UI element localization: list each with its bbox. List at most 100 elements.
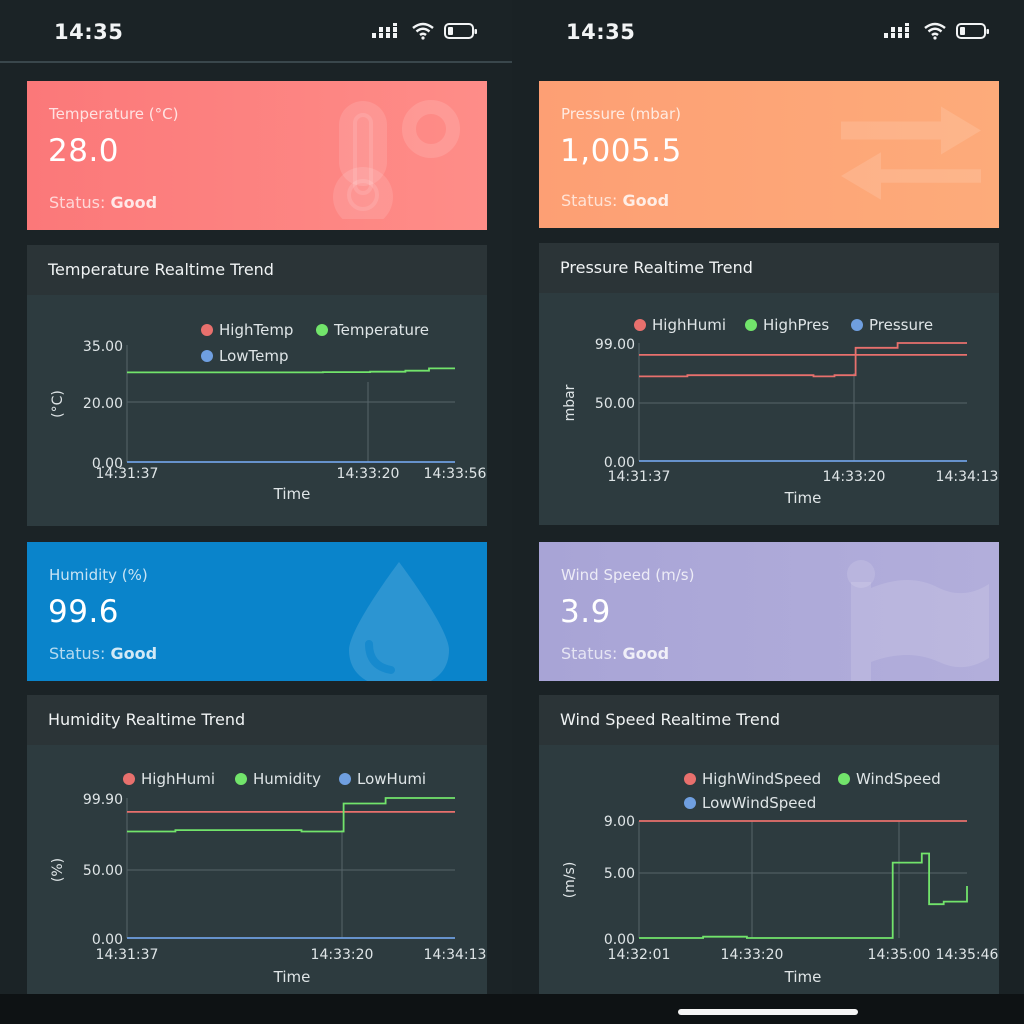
humidity-value: 99.6 bbox=[48, 594, 120, 630]
legend[interactable]: HighHumi Humidity LowHumi bbox=[123, 770, 426, 788]
series-line-windspeed bbox=[639, 852, 968, 939]
x-tick: 14:35:00 bbox=[868, 947, 931, 963]
x-axis-label: Time bbox=[784, 489, 822, 507]
legend-humidity: Humidity bbox=[253, 770, 321, 788]
legend-swatch-highhumi bbox=[123, 773, 135, 785]
pressure-trend-title: Pressure Realtime Trend bbox=[560, 258, 753, 277]
status-bar: 14:35 bbox=[512, 0, 1024, 62]
y-tick: 9.00 bbox=[604, 814, 635, 830]
wifi-icon bbox=[412, 22, 434, 40]
humidity-label: Humidity (%) bbox=[49, 566, 148, 584]
legend-lowwindspeed: LowWindSpeed bbox=[702, 794, 816, 812]
pressure-card[interactable]: Pressure (mbar) 1,005.5 Status: Good bbox=[539, 81, 999, 228]
legend-lowhumi: LowHumi bbox=[357, 770, 426, 788]
wind-speed-trend-title: Wind Speed Realtime Trend bbox=[560, 710, 781, 729]
pressure-plot-area bbox=[639, 342, 967, 462]
legend-swatch-highwindspeed bbox=[684, 773, 696, 785]
x-tick: 14:31:37 bbox=[96, 466, 159, 482]
wind-speed-trend-card: Wind Speed Realtime Trend HighWindSpeed … bbox=[539, 695, 999, 995]
temperature-trend-header: Temperature Realtime Trend bbox=[27, 245, 487, 295]
humidity-trend-title: Humidity Realtime Trend bbox=[48, 710, 246, 729]
legend-swatch-highhumi bbox=[634, 319, 646, 331]
legend-swatch-lowtemp bbox=[201, 350, 213, 362]
y-tick: 99.00 bbox=[595, 337, 635, 353]
legend-highpres: HighPres bbox=[763, 316, 829, 334]
header-divider bbox=[0, 61, 512, 63]
wind-speed-status: Status: Good bbox=[561, 644, 670, 663]
temperature-status: Status: Good bbox=[49, 193, 158, 212]
wind-speed-card[interactable]: Wind Speed (m/s) 3.9 Status: Good bbox=[539, 542, 999, 681]
humidity-trend-header: Humidity Realtime Trend bbox=[27, 695, 487, 745]
y-tick: 20.00 bbox=[83, 396, 123, 412]
humidity-status: Status: Good bbox=[49, 644, 158, 663]
battery-icon bbox=[444, 23, 477, 39]
legend-swatch-lowwindspeed bbox=[684, 797, 696, 809]
x-tick: 14:34:13 bbox=[424, 947, 487, 963]
pressure-trend-header: Pressure Realtime Trend bbox=[539, 243, 999, 293]
legend[interactable]: HighTemp Temperature LowTemp bbox=[201, 321, 429, 365]
wind-speed-trend-chart[interactable]: HighWindSpeed WindSpeed LowWindSpeed 9.0… bbox=[539, 745, 999, 995]
status-time: 14:35 bbox=[566, 20, 636, 44]
right-phone-screen: 14:35 Pressure (mbar bbox=[512, 0, 1024, 1024]
x-tick: 14:33:20 bbox=[337, 466, 400, 482]
pressure-trend-chart[interactable]: HighHumi HighPres Pressure 99.00 50.00 0… bbox=[539, 293, 999, 525]
humidity-plot-area bbox=[127, 797, 455, 939]
temperature-value: 28.0 bbox=[48, 133, 120, 169]
legend-swatch-temperature bbox=[316, 324, 328, 336]
x-tick: 14:33:20 bbox=[823, 469, 886, 485]
x-tick: 14:33:20 bbox=[721, 947, 784, 963]
humidity-trend-card: Humidity Realtime Trend HighHumi Humidit… bbox=[27, 695, 487, 995]
legend-pressure: Pressure bbox=[869, 316, 933, 334]
thermometer-icon bbox=[333, 100, 460, 219]
flag-icon bbox=[847, 560, 989, 681]
y-axis-label: (°C) bbox=[50, 390, 66, 418]
legend-highhumi: HighHumi bbox=[141, 770, 215, 788]
pressure-trend-card: Pressure Realtime Trend HighHumi HighPre… bbox=[539, 243, 999, 525]
legend-swatch-windspeed bbox=[838, 773, 850, 785]
y-tick: 99.90 bbox=[83, 792, 123, 808]
legend-swatch-hightemp bbox=[201, 324, 213, 336]
legend-swatch-lowhumi bbox=[339, 773, 351, 785]
y-tick: 5.00 bbox=[604, 866, 635, 882]
x-tick: 14:34:13 bbox=[936, 469, 999, 485]
y-tick: 0.00 bbox=[92, 456, 123, 472]
status-icons bbox=[372, 22, 478, 40]
battery-icon bbox=[956, 23, 989, 39]
x-tick: 14:33:20 bbox=[311, 947, 374, 963]
x-axis-label: Time bbox=[273, 968, 311, 986]
legend[interactable]: HighWindSpeed WindSpeed LowWindSpeed bbox=[684, 770, 941, 812]
y-axis-label: (%) bbox=[50, 858, 66, 882]
y-axis-label: (m/s) bbox=[562, 862, 578, 899]
pressure-label: Pressure (mbar) bbox=[561, 105, 682, 123]
home-indicator[interactable] bbox=[678, 1009, 858, 1015]
humidity-trend-chart[interactable]: HighHumi Humidity LowHumi 99.90 50.00 0.… bbox=[27, 745, 487, 995]
temperature-label: Temperature (°C) bbox=[49, 105, 179, 123]
series-line-temperature bbox=[127, 367, 455, 374]
legend-temperature: Temperature bbox=[333, 321, 429, 339]
x-tick: 14:35:46 bbox=[936, 947, 999, 963]
y-tick: 50.00 bbox=[595, 396, 635, 412]
legend[interactable]: HighHumi HighPres Pressure bbox=[634, 316, 933, 334]
y-tick: 0.00 bbox=[92, 932, 123, 948]
wind-speed-plot-area bbox=[639, 820, 968, 939]
y-tick: 0.00 bbox=[604, 932, 635, 948]
wifi-icon bbox=[924, 22, 946, 40]
x-axis-label: Time bbox=[784, 968, 822, 986]
series-line-humidity bbox=[127, 797, 455, 833]
temperature-trend-chart[interactable]: HighTemp Temperature LowTemp 35.00 20.00… bbox=[27, 295, 487, 526]
y-tick: 35.00 bbox=[83, 339, 123, 355]
pressure-value: 1,005.5 bbox=[560, 133, 682, 169]
legend-highhumi: HighHumi bbox=[652, 316, 726, 334]
legend-hightemp: HighTemp bbox=[219, 321, 293, 339]
x-axis-label: Time bbox=[273, 485, 311, 503]
series-line-highpres bbox=[639, 342, 967, 378]
x-tick: 14:31:37 bbox=[608, 469, 671, 485]
humidity-card[interactable]: Humidity (%) 99.6 Status: Good bbox=[27, 542, 487, 681]
bottom-strip bbox=[0, 994, 512, 1024]
x-tick: 14:33:56 bbox=[424, 466, 487, 482]
left-phone-screen: 14:35 bbox=[0, 0, 512, 1024]
temperature-trend-title: Temperature Realtime Trend bbox=[48, 260, 274, 279]
signal-icon bbox=[372, 23, 397, 38]
temperature-card[interactable]: Temperature (°C) 28.0 Status: Good bbox=[27, 81, 487, 230]
status-time: 14:35 bbox=[54, 20, 124, 44]
